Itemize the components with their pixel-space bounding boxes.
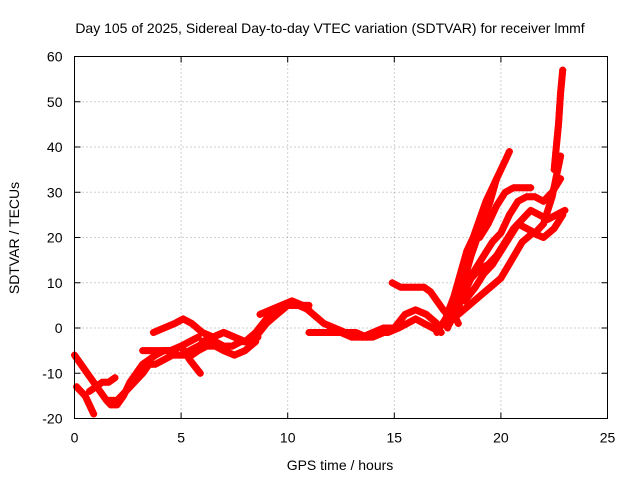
data-point-marker <box>87 404 95 412</box>
x-tick-label: 5 <box>177 430 185 446</box>
data-point-marker <box>541 214 549 222</box>
data-point-marker <box>546 199 554 207</box>
x-tick-label: 20 <box>493 430 509 446</box>
data-point-marker <box>399 320 407 327</box>
series-arc-7 <box>139 342 204 377</box>
data-point-marker <box>454 320 462 327</box>
data-point-marker <box>547 196 555 204</box>
series-arc-14 <box>444 175 501 332</box>
data-point-marker <box>545 202 553 210</box>
data-point-marker <box>527 184 535 192</box>
y-tick-label: -20 <box>42 411 62 427</box>
y-tick-label: 30 <box>47 184 63 200</box>
data-point-marker <box>252 338 260 346</box>
series-arc-2 <box>73 383 98 418</box>
x-tick-label: 25 <box>600 430 616 446</box>
data-point-marker <box>84 398 92 406</box>
data-point-marker <box>559 66 567 74</box>
x-tick-label: 0 <box>71 430 79 446</box>
data-point-marker <box>480 215 488 223</box>
data-point-marker <box>542 211 550 219</box>
data-point-marker <box>90 410 98 418</box>
y-tick-label: 20 <box>47 230 63 246</box>
data-point-marker <box>505 148 513 155</box>
grid-lines <box>74 56 608 419</box>
data-point-marker <box>482 209 490 217</box>
data-point-marker <box>504 151 512 158</box>
data-point-marker <box>483 206 491 214</box>
data-point-marker <box>485 200 493 208</box>
y-tick-label: 60 <box>47 49 63 65</box>
x-tick-label: 15 <box>387 430 403 446</box>
series-arc-3 <box>85 374 119 395</box>
tick-labels: 0 5 10 15 20 25 -20 -10 0 10 20 30 40 50 60 <box>42 49 615 446</box>
data-point-marker <box>549 187 557 195</box>
data-point-marker <box>111 374 119 382</box>
data-point-marker <box>196 369 204 377</box>
data-series <box>71 66 569 418</box>
data-point-marker <box>503 154 511 162</box>
y-axis-label: SDTVAR / TECUs <box>6 182 22 294</box>
data-point-marker <box>81 392 89 400</box>
data-point-marker <box>471 240 479 247</box>
data-point-marker <box>194 333 202 341</box>
data-point-marker <box>484 203 492 211</box>
data-point-marker <box>481 212 489 220</box>
data-point-marker <box>540 220 547 228</box>
data-point-marker <box>88 407 96 415</box>
data-point-marker <box>468 249 476 257</box>
chart-title: Day 105 of 2025, Sidereal Day-to-day VTE… <box>75 20 584 36</box>
series-arc-18 <box>461 152 565 305</box>
series-arc-20 <box>476 184 535 241</box>
data-point-marker <box>469 246 477 254</box>
series-arc-17 <box>454 211 567 318</box>
y-tick-label: 0 <box>55 320 63 336</box>
data-point-marker <box>470 243 478 251</box>
data-point-marker <box>541 217 548 225</box>
data-point-marker <box>559 211 567 219</box>
data-point-marker <box>85 401 93 409</box>
axis-ticks <box>74 56 608 419</box>
y-tick-label: 50 <box>47 94 63 110</box>
series-arc-11 <box>326 320 407 341</box>
data-point-marker <box>493 175 501 183</box>
x-axis-label: GPS time / hours <box>287 457 394 473</box>
data-point-marker <box>501 157 509 165</box>
series-arc-19 <box>550 66 567 174</box>
data-point-marker <box>467 252 475 260</box>
y-tick-label: 40 <box>47 139 63 155</box>
x-tick-label: 10 <box>280 430 296 446</box>
data-point-marker <box>543 208 551 216</box>
y-tick-label: 10 <box>47 275 63 291</box>
y-tick-label: -10 <box>42 365 62 381</box>
data-point-marker <box>544 205 552 213</box>
data-point-marker <box>83 395 91 403</box>
